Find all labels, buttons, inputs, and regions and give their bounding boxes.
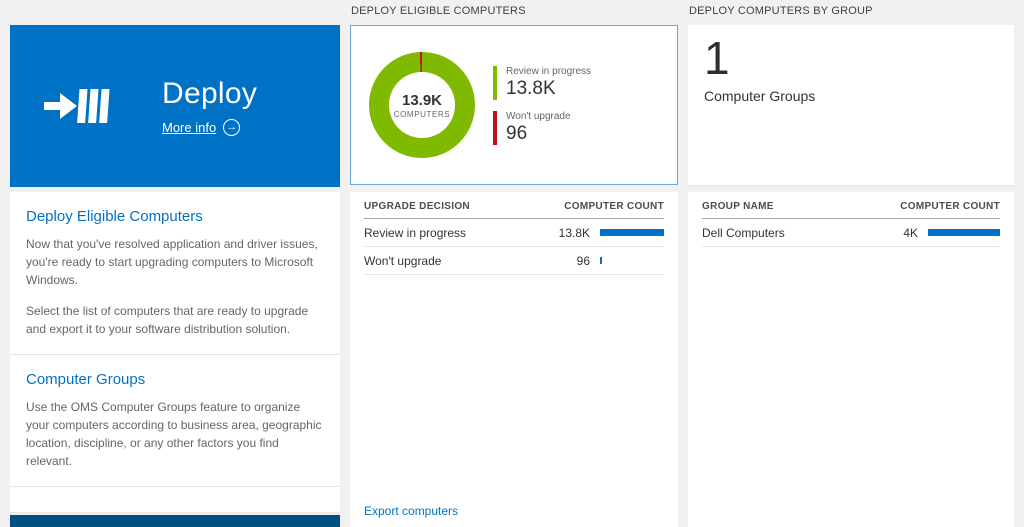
column-header-upgrade-decision[interactable]: UPGRADE DECISION	[364, 201, 470, 212]
legend-label: Won't upgrade	[506, 110, 571, 122]
section-divider	[10, 486, 340, 487]
computer-groups-count-tile[interactable]: 1 Computer Groups	[688, 25, 1014, 185]
legend-item-wont-upgrade: Won't upgrade 96	[493, 110, 591, 145]
computer-groups-count-label: Computer Groups	[704, 88, 816, 105]
donut-center: 13.9K COMPUTERS	[389, 72, 455, 138]
deploy-title: Deploy	[162, 76, 258, 110]
paragraph-deploy-intro: Now that you've resolved application and…	[26, 237, 318, 287]
legend-value: 96	[506, 122, 528, 144]
value-bar-track	[600, 229, 664, 236]
section-divider	[10, 354, 340, 355]
row-value: 96	[576, 253, 590, 268]
column-header-computer-count[interactable]: COMPUTER COUNT	[564, 201, 664, 212]
export-computers-link[interactable]: Export computers	[364, 504, 459, 518]
computer-groups-table-panel: GROUP NAME COMPUTER COUNT Dell Computers…	[688, 192, 1014, 527]
donut-legend: Review in progress 13.8K Won't upgrade 9…	[493, 65, 591, 145]
legend-label: Review in progress	[506, 65, 592, 77]
arrow-circle-icon[interactable]: →	[223, 118, 241, 136]
row-label: Review in progress	[364, 225, 467, 240]
row-value: 4K	[903, 225, 918, 240]
section-heading-deploy-eligible-computers: Deploy Eligible Computers	[26, 208, 203, 225]
deploy-blade-tile[interactable]: Deploy More info →	[10, 25, 340, 187]
table-header-row: GROUP NAME COMPUTER COUNT	[702, 192, 1000, 219]
more-info-link[interactable]: More info	[162, 119, 217, 135]
paragraph-computer-groups: Use the OMS Computer Groups feature to o…	[26, 400, 322, 468]
donut-center-label: COMPUTERS	[393, 109, 451, 119]
upgrade-decision-table-panel: UPGRADE DECISION COMPUTER COUNT Review i…	[350, 192, 678, 527]
value-bar	[928, 229, 1000, 236]
table-row-wont-upgrade[interactable]: Won't upgrade 96	[364, 247, 664, 275]
column-header-computer-count[interactable]: COMPUTER COUNT	[900, 201, 1000, 212]
donut-center-value: 13.9K	[401, 91, 443, 109]
row-label: Dell Computers	[702, 225, 785, 240]
row-label: Won't upgrade	[364, 253, 442, 268]
deploy-icon	[44, 82, 114, 130]
legend-texts: Won't upgrade 96	[506, 111, 571, 145]
donut-chart: 13.9K COMPUTERS	[369, 52, 475, 158]
column-header-deploy-eligible-computers: DEPLOY ELIGIBLE COMPUTERS	[351, 5, 526, 17]
legend-texts: Review in progress 13.8K	[506, 66, 591, 100]
value-bar	[600, 229, 664, 236]
column-header-deploy-computers-by-group: DEPLOY COMPUTERS BY GROUP	[689, 5, 873, 17]
value-bar	[600, 257, 602, 264]
legend-swatch-green	[493, 65, 497, 100]
paragraph-deploy-export: Select the list of computers that are re…	[26, 304, 309, 336]
table-row-review-in-progress[interactable]: Review in progress 13.8K	[364, 219, 664, 247]
deploy-tile-text: Deploy More info →	[162, 77, 257, 136]
section-heading-computer-groups: Computer Groups	[26, 371, 146, 388]
column-header-group-name[interactable]: GROUP NAME	[702, 201, 774, 212]
table-row-dell-computers[interactable]: Dell Computers 4K	[702, 219, 1000, 247]
value-bar-track	[928, 229, 1000, 236]
more-info-row: More info →	[162, 118, 257, 136]
legend-value: 13.8K	[506, 77, 556, 99]
next-tile-peek-strip	[10, 515, 340, 527]
eligible-computers-donut-tile[interactable]: 13.9K COMPUTERS Review in progress 13.8K…	[350, 25, 678, 185]
legend-item-review-in-progress: Review in progress 13.8K	[493, 65, 591, 100]
value-bar-track	[600, 257, 664, 264]
legend-swatch-red	[493, 110, 497, 145]
row-value: 13.8K	[558, 225, 590, 240]
table-header-row: UPGRADE DECISION COMPUTER COUNT	[364, 192, 664, 219]
deploy-description-panel: Deploy Eligible Computers Now that you'v…	[10, 192, 340, 512]
computer-groups-count: 1	[704, 32, 730, 84]
